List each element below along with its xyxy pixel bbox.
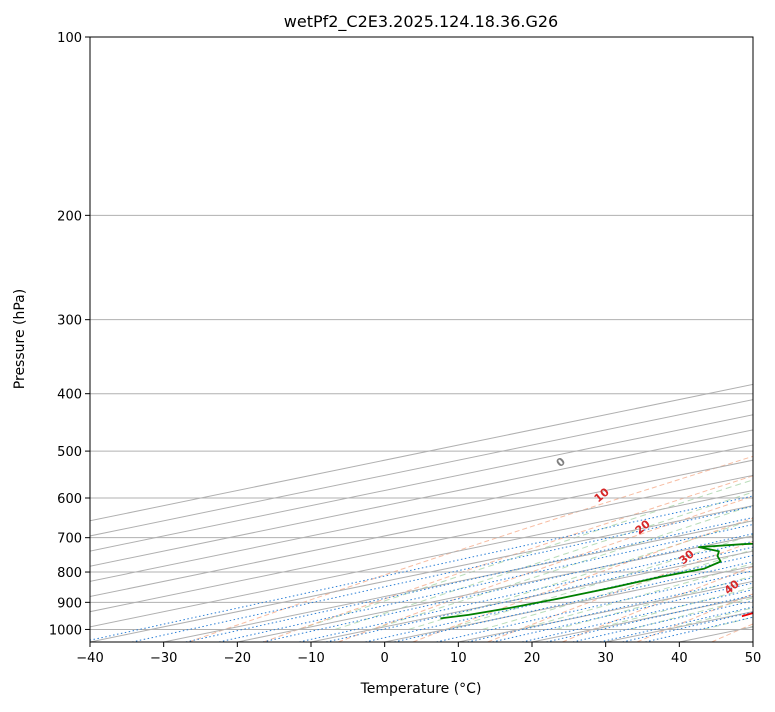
y-tick-label: 200 bbox=[57, 209, 82, 224]
y-tick-label: 300 bbox=[57, 314, 82, 329]
x-tick-label: 30 bbox=[597, 651, 614, 666]
y-tick-label: 100 bbox=[57, 31, 82, 46]
y-tick-label: 500 bbox=[57, 445, 82, 460]
x-tick-label: −40 bbox=[76, 651, 103, 666]
x-tick-label: 40 bbox=[671, 651, 688, 666]
y-tick-label: 700 bbox=[57, 532, 82, 547]
y-tick-label: 600 bbox=[57, 492, 82, 507]
chart-title: wetPf2_C2E3.2025.124.18.36.G26 bbox=[284, 12, 558, 32]
x-tick-label: −20 bbox=[224, 651, 251, 666]
x-tick-label: 0 bbox=[381, 651, 389, 666]
y-tick-label: 400 bbox=[57, 388, 82, 403]
x-tick-label: −10 bbox=[297, 651, 324, 666]
y-tick-label: 1000 bbox=[49, 623, 82, 638]
y-tick-label: 900 bbox=[57, 596, 82, 611]
x-tick-label: −30 bbox=[150, 651, 177, 666]
x-axis-label: Temperature (°C) bbox=[360, 681, 482, 697]
x-tick-label: 50 bbox=[745, 651, 762, 666]
x-tick-label: 10 bbox=[450, 651, 467, 666]
y-axis-label: Pressure (hPa) bbox=[12, 289, 28, 389]
y-tick-label: 800 bbox=[57, 566, 82, 581]
x-tick-label: 20 bbox=[524, 651, 541, 666]
